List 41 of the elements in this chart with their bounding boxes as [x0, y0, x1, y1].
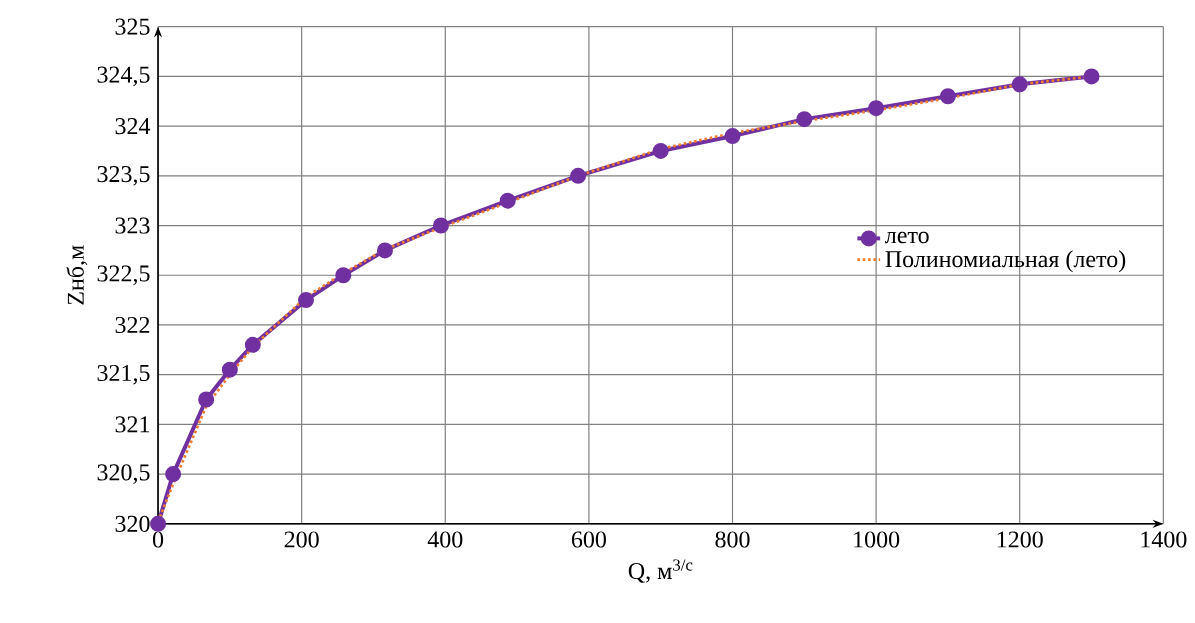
- y-tick-label: 323: [115, 217, 150, 234]
- point: [724, 128, 741, 145]
- y-tick-label: 324: [115, 118, 151, 135]
- point: [165, 466, 182, 483]
- x-tick-label: 1400: [1141, 531, 1187, 548]
- x-tick-label: 0: [152, 531, 164, 548]
- x-tick-label: 1000: [854, 531, 900, 548]
- y-tick-label: 324,5: [97, 66, 150, 87]
- x-tick-label: 800: [715, 531, 750, 548]
- legend-label: Полиномиальная (лето): [885, 250, 1126, 273]
- point: [1083, 68, 1100, 85]
- x-axis-title: Q, м$^{3/с}$: [628, 559, 693, 583]
- point: [244, 336, 261, 353]
- legend-label: лето: [885, 231, 929, 244]
- point: [499, 192, 516, 209]
- point: [796, 111, 813, 128]
- point: [297, 292, 314, 309]
- point: [221, 361, 238, 378]
- point: [432, 217, 449, 234]
- point: [1011, 76, 1028, 93]
- y-tick-label: 320: [115, 515, 150, 532]
- point: [198, 391, 215, 408]
- point: [150, 515, 167, 532]
- point: [939, 88, 956, 105]
- point: [570, 167, 587, 184]
- x-tick-label: 600: [571, 531, 606, 548]
- y-tick-label: 322,5: [97, 265, 150, 286]
- point: [652, 143, 669, 160]
- x-tick-label: 1200: [997, 531, 1043, 548]
- y-tick-label: 321,5: [97, 364, 150, 385]
- point: [335, 267, 352, 284]
- x-tick-label: 200: [284, 531, 319, 548]
- y-axis-title: Zнб,м: [66, 245, 88, 305]
- y-tick-label: 325: [115, 18, 150, 35]
- y-tick-label: 323,5: [97, 166, 150, 186]
- point: [868, 100, 885, 117]
- x-tick-label: 400: [427, 531, 463, 548]
- y-tick-label: 321: [115, 416, 150, 433]
- point: [376, 242, 393, 259]
- y-tick-label: 322: [115, 316, 150, 334]
- y-tick-label: 320,5: [97, 464, 150, 485]
